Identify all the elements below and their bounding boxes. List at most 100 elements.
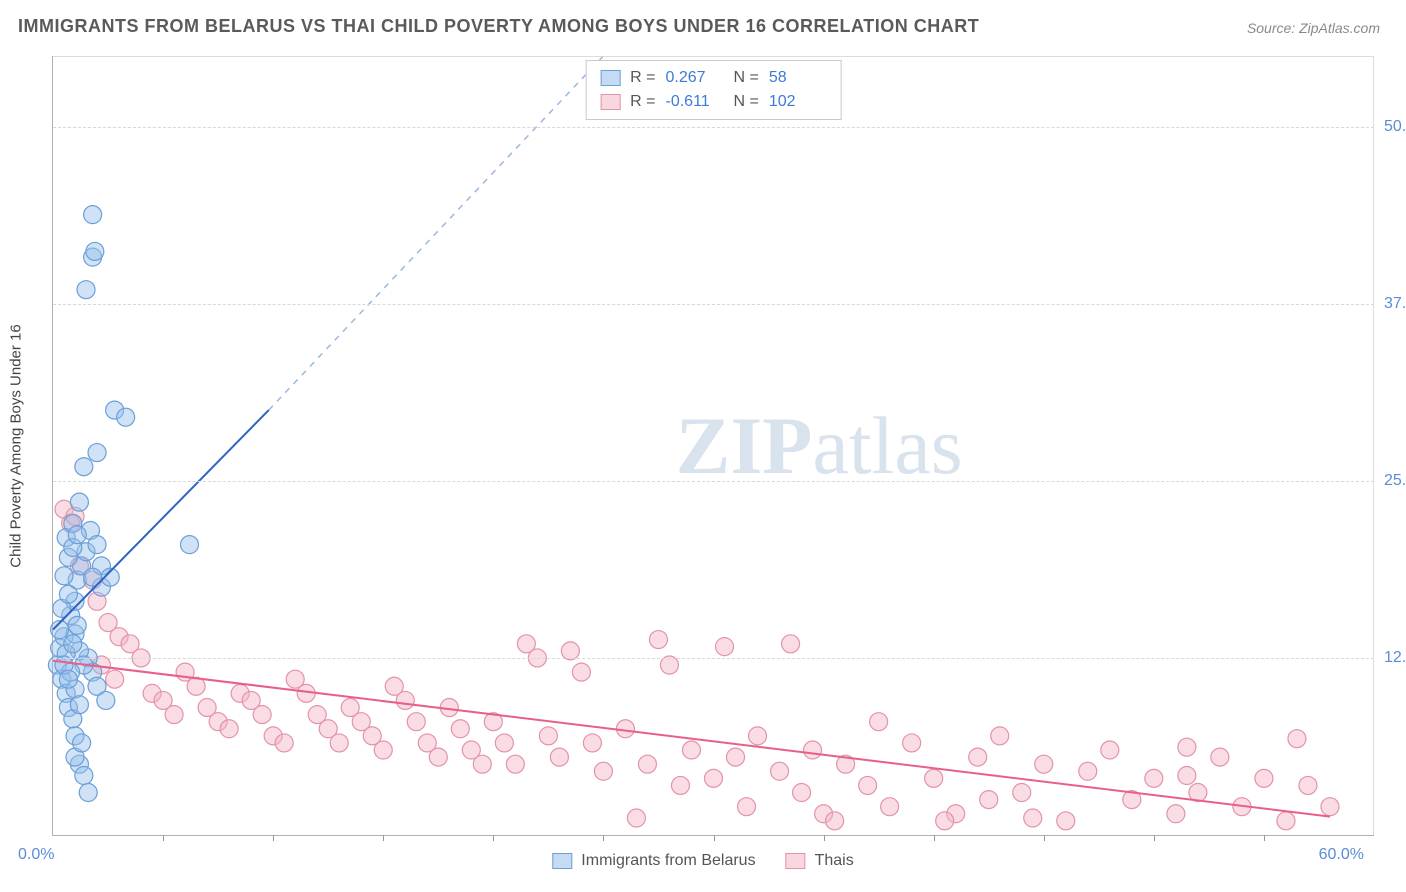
pink-marker <box>925 769 943 787</box>
bottom-legend-item-blue: Immigrants from Belarus <box>552 852 755 870</box>
x-tick <box>163 835 164 841</box>
legend-swatch-blue <box>552 853 572 869</box>
pink-marker <box>826 812 844 830</box>
legend-row-pink: R = -0.611 N = 102 <box>600 90 827 114</box>
pink-marker <box>1321 798 1339 816</box>
plot-area: ZIPatlas R = 0.267 N = 58 R = -0.611 N =… <box>52 56 1374 836</box>
blue-marker <box>68 526 86 544</box>
pink-marker <box>539 727 557 745</box>
pink-marker <box>881 798 899 816</box>
blue-marker <box>84 206 102 224</box>
pink-marker <box>1079 762 1097 780</box>
pink-marker <box>727 748 745 766</box>
legend-swatch-pink <box>786 853 806 869</box>
pink-marker <box>106 670 124 688</box>
blue-marker <box>97 691 115 709</box>
pink-marker <box>638 755 656 773</box>
pink-marker <box>1145 769 1163 787</box>
blue-marker <box>88 536 106 554</box>
pink-marker <box>649 631 667 649</box>
legend-label-blue: Immigrants from Belarus <box>581 852 755 870</box>
top-legend-box: R = 0.267 N = 58 R = -0.611 N = 102 <box>585 60 842 120</box>
blue-marker <box>59 585 77 603</box>
pink-marker <box>1057 812 1075 830</box>
pink-marker <box>682 741 700 759</box>
x-tick <box>493 835 494 841</box>
x-tick <box>383 835 384 841</box>
pink-marker <box>1277 812 1295 830</box>
n-label: N = <box>734 90 759 114</box>
pink-marker <box>1255 769 1273 787</box>
pink-marker <box>1178 767 1196 785</box>
pink-marker <box>429 748 447 766</box>
pink-marker <box>374 741 392 759</box>
pink-marker <box>782 635 800 653</box>
pink-marker <box>473 755 491 773</box>
pink-marker <box>980 791 998 809</box>
pink-marker <box>1299 776 1317 794</box>
pink-marker <box>451 720 469 738</box>
pink-marker <box>671 776 689 794</box>
y-tick-label: 37.5% <box>1384 295 1406 313</box>
x-tick <box>273 835 274 841</box>
y-tick-label: 12.5% <box>1384 649 1406 667</box>
pink-marker <box>738 798 756 816</box>
source-attribution: Source: ZipAtlas.com <box>1247 20 1380 36</box>
pink-marker <box>396 691 414 709</box>
blue-marker <box>88 444 106 462</box>
blue-marker <box>73 734 91 752</box>
pink-marker <box>705 769 723 787</box>
n-value-blue: 58 <box>769 66 827 90</box>
gridline <box>53 304 1374 305</box>
pink-marker <box>991 727 1009 745</box>
pink-marker <box>1178 738 1196 756</box>
x-tick <box>1154 835 1155 841</box>
pink-marker <box>330 734 348 752</box>
pink-marker <box>594 762 612 780</box>
pink-marker <box>1101 741 1119 759</box>
blue-marker <box>181 536 199 554</box>
y-tick-label: 25.0% <box>1384 472 1406 490</box>
blue-marker <box>75 458 93 476</box>
blue-marker <box>70 696 88 714</box>
blue-trendline <box>53 410 269 630</box>
x-tick <box>1044 835 1045 841</box>
n-value-pink: 102 <box>769 90 827 114</box>
pink-marker <box>771 762 789 780</box>
x-tick <box>714 835 715 841</box>
chart-svg <box>53 56 1374 835</box>
pink-marker <box>220 720 238 738</box>
x-tick <box>824 835 825 841</box>
r-label: R = <box>630 90 655 114</box>
blue-marker <box>75 767 93 785</box>
blue-marker <box>68 616 86 634</box>
pink-marker <box>793 784 811 802</box>
x-axis-max-label: 60.0% <box>1319 846 1364 864</box>
pink-marker <box>506 755 524 773</box>
blue-marker <box>55 567 73 585</box>
pink-marker <box>1211 748 1229 766</box>
pink-marker <box>627 809 645 827</box>
blue-marker <box>64 635 82 653</box>
legend-swatch-blue <box>600 70 620 86</box>
pink-marker <box>1288 730 1306 748</box>
pink-marker <box>936 812 954 830</box>
blue-marker <box>79 784 97 802</box>
pink-marker <box>804 741 822 759</box>
pink-marker <box>749 727 767 745</box>
legend-swatch-pink <box>600 94 620 110</box>
pink-marker <box>572 663 590 681</box>
y-tick-label: 50.0% <box>1384 118 1406 136</box>
blue-marker <box>77 281 95 299</box>
r-label: R = <box>630 66 655 90</box>
gridline <box>53 481 1374 482</box>
x-tick <box>1264 835 1265 841</box>
pink-marker <box>165 706 183 724</box>
blue-marker <box>70 493 88 511</box>
blue-marker <box>59 670 77 688</box>
x-axis-min-label: 0.0% <box>18 846 54 864</box>
pink-marker <box>407 713 425 731</box>
blue-marker <box>117 408 135 426</box>
gridline <box>53 658 1374 659</box>
pink-marker <box>275 734 293 752</box>
